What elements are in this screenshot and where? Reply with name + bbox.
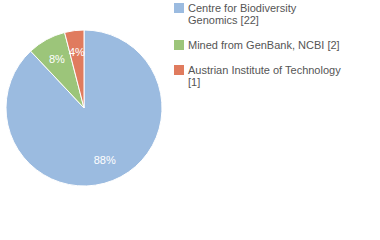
slices <box>6 30 162 186</box>
data-labels: 88% 8% 4% <box>49 46 116 166</box>
data-label: 88% <box>94 154 116 166</box>
legend-swatch <box>174 40 184 50</box>
legend-label: Mined from GenBank, NCBI [2] <box>188 39 340 51</box>
pie-slice <box>65 30 84 108</box>
pie-slice <box>6 30 162 186</box>
legend-swatch <box>174 3 184 13</box>
legend-label: Austrian Institute of Technology[1] <box>188 64 341 88</box>
data-label: 4% <box>69 46 85 58</box>
data-label: 8% <box>49 53 65 65</box>
chart: 88% 8% 4% Centre for BiodiversityGenomics [… <box>0 0 380 240</box>
legend: Centre for BiodiversityGenomics [22] Mine… <box>174 2 341 88</box>
legend-swatch <box>174 65 184 75</box>
legend-label: Centre for BiodiversityGenomics [22] <box>188 2 297 26</box>
